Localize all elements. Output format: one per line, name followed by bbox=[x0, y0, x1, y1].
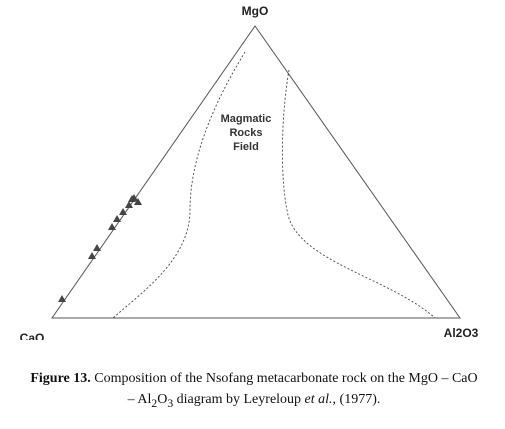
figure-caption: Figure 13. Composition of the Nsofang me… bbox=[20, 368, 488, 414]
field-label-line-1: Magmatic bbox=[221, 113, 272, 125]
vertex-label-cao: CaO bbox=[20, 331, 45, 340]
vertex-label-mgo: MgO bbox=[242, 4, 269, 18]
field-label-line-2: Rocks bbox=[229, 127, 262, 139]
caption-text-4: diagram by Leyreloup bbox=[173, 392, 305, 407]
ternary-diagram: MgO CaO Al2O3 Magmatic Rocks Field bbox=[20, 4, 479, 340]
sample-marker bbox=[130, 194, 138, 201]
field-boundary-right bbox=[281, 69, 436, 319]
caption-text-2: – Al bbox=[127, 392, 152, 407]
sample-marker bbox=[108, 223, 116, 230]
sample-marker bbox=[113, 215, 121, 222]
sample-marker bbox=[88, 252, 96, 259]
field-boundary-left bbox=[112, 51, 246, 319]
caption-line-1: Figure 13. Composition of the Nsofang me… bbox=[20, 368, 488, 389]
sample-markers bbox=[58, 194, 142, 302]
caption-text-1: Composition of the Nsofang metacarbonate… bbox=[90, 371, 478, 386]
sample-marker bbox=[93, 244, 101, 251]
field-label-line-3: Field bbox=[233, 141, 259, 153]
caption-subscript-2: 3 bbox=[167, 396, 174, 410]
caption-text-3: O bbox=[157, 392, 168, 407]
vertex-label-al2o3: Al2O3 bbox=[444, 326, 479, 340]
ternary-triangle bbox=[51, 25, 461, 319]
caption-italic: et al. bbox=[304, 392, 333, 407]
caption-text-5: , (1977). bbox=[332, 392, 381, 407]
caption-line-2: – Al2O3 diagram by Leyreloup et al., (19… bbox=[20, 389, 488, 414]
sample-marker bbox=[119, 208, 127, 215]
caption-subscript-1: 2 bbox=[151, 396, 158, 410]
sample-marker bbox=[125, 201, 133, 208]
sample-marker bbox=[134, 198, 142, 205]
sample-marker bbox=[58, 295, 66, 302]
caption-label: Figure 13. bbox=[30, 371, 91, 386]
